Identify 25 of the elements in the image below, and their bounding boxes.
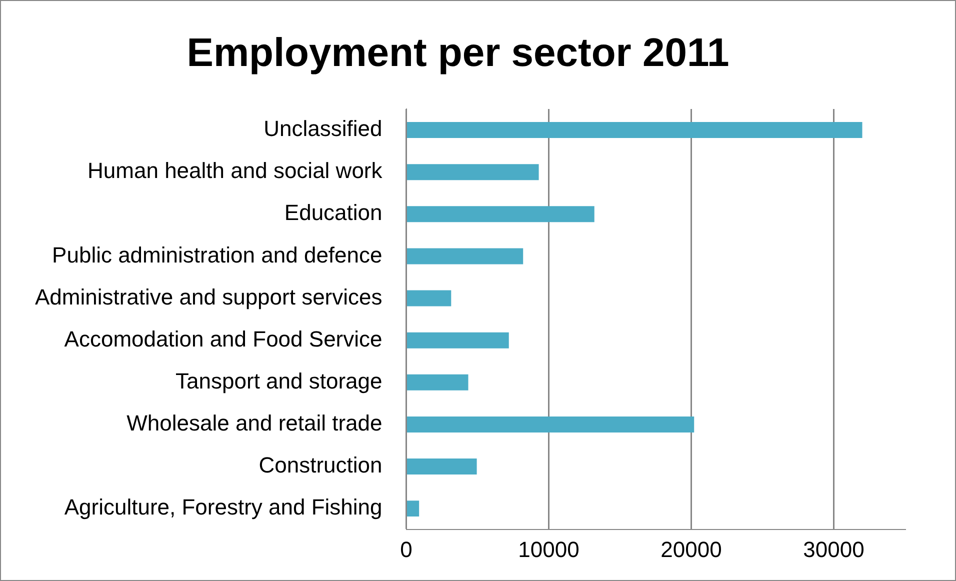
bar — [407, 416, 694, 432]
y-tick-label: Education — [284, 200, 382, 226]
x-tick-label: 10000 — [518, 536, 580, 562]
bar — [407, 500, 420, 517]
y-tick-label: Accomodation and Food Service — [64, 326, 382, 352]
bar — [407, 122, 862, 138]
y-tick-label: Wholesale and retail trade — [126, 410, 382, 436]
bar — [407, 164, 539, 180]
x-tick-label: 0 — [400, 536, 412, 562]
bar — [407, 290, 452, 306]
x-tick-label: 30000 — [803, 536, 864, 562]
y-tick-label: Construction — [258, 452, 382, 478]
y-tick-label: Public administration and defence — [52, 242, 382, 268]
bar — [407, 206, 594, 222]
y-tick-label: Unclassified — [264, 116, 382, 142]
bar — [407, 332, 509, 348]
y-tick-label: Tansport and storage — [176, 368, 382, 394]
bar — [407, 248, 524, 264]
bar — [407, 458, 477, 474]
x-tick-label: 20000 — [660, 536, 722, 562]
y-tick-label: Administrative and support services — [34, 284, 382, 310]
y-tick-label: Human health and social work — [88, 158, 384, 184]
bar — [407, 374, 468, 390]
chart-title: Employment per sector 2011 — [186, 31, 730, 76]
y-tick-label: Agriculture, Forestry and Fishing — [64, 494, 382, 520]
